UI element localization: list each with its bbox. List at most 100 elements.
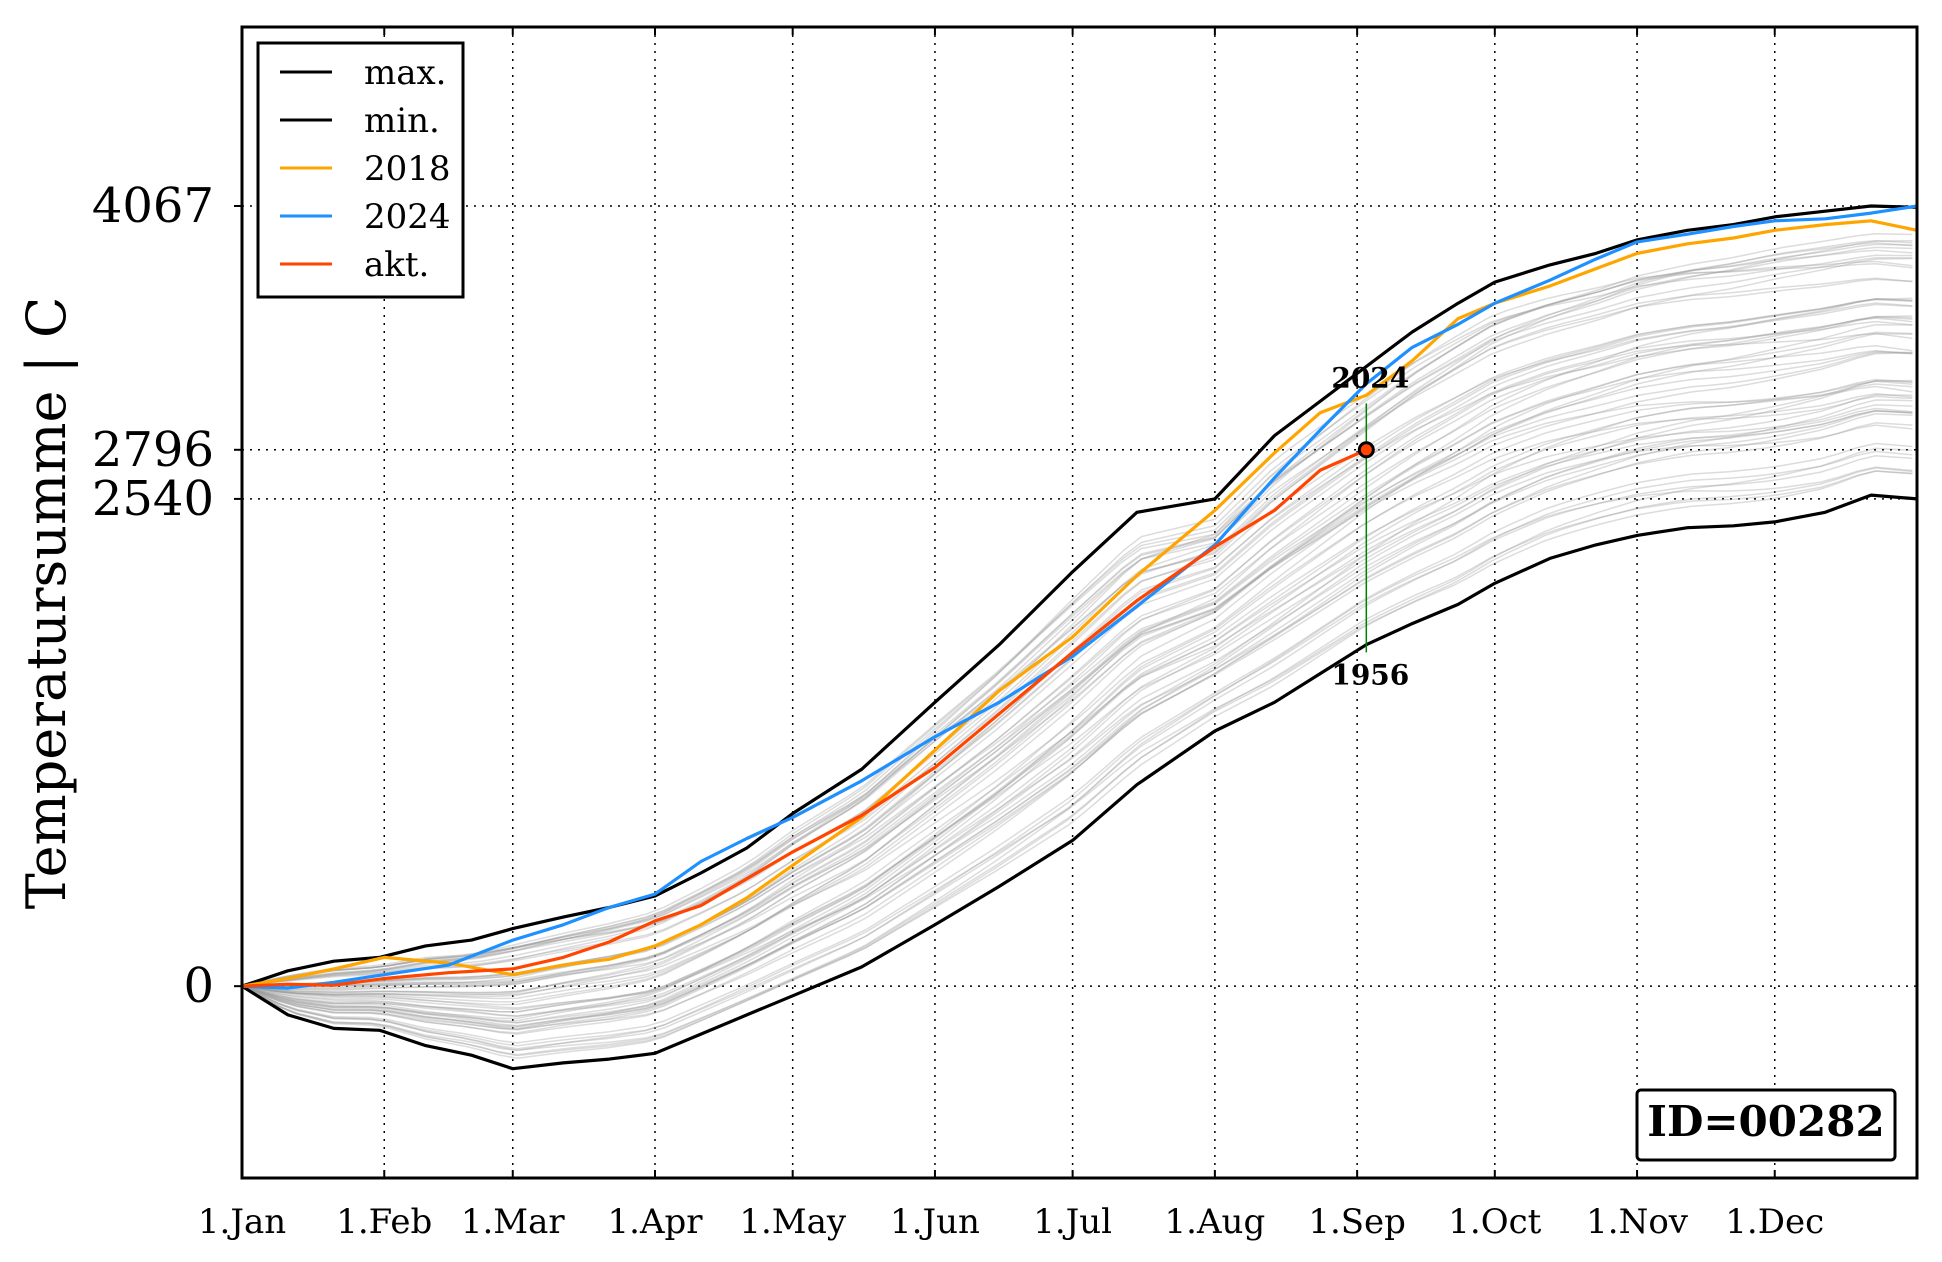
legend-label: 2024 [364,197,451,237]
historical-year-line [241,380,1913,1011]
series-line-2018 [241,219,1918,988]
historical-year-line [241,332,1913,988]
historical-year-line [241,413,1913,1034]
series-line-2024 [241,204,1918,990]
y-tick-label: 4067 [92,178,214,234]
y-tick-label: 2540 [92,471,214,527]
x-tick-labels: 1.Jan 1.Feb 1.Mar 1.Apr 1.May 1.Jun 1.Jul 1.Aug… [198,27,1824,1242]
historical-year-line [241,333,1913,998]
legend: max. min. 2018 2024 akt. [256,41,465,299]
historical-year-line [241,392,1913,1017]
historical-year-line [241,240,1913,987]
x-tick-label: 1.Mar [461,1202,566,1242]
legend-label: max. [364,53,447,93]
historical-year-line [241,466,1913,1052]
historical-year-line [241,315,1913,991]
annotation-label: 2024 [1331,361,1409,394]
x-tick-label: 1.Oct [1448,1202,1541,1242]
series-line-akt [241,448,1367,988]
historical-year-line [241,298,1913,987]
series-lines [241,204,1918,1071]
historical-year-line [241,410,1913,1031]
historical-year-line [241,470,1913,1059]
x-tick-label: 1.Jun [890,1202,980,1242]
historical-year-line [241,317,1913,992]
historical-year-line [241,404,1913,1024]
series-line-max [241,204,1918,988]
historical-year-line [241,442,1913,1044]
historical-year-line [241,467,1913,1056]
x-tick-label: 1.Aug [1165,1202,1266,1242]
historical-year-line [241,352,1913,1006]
historical-year-line [241,351,1913,1003]
historical-year-line [241,395,1913,1017]
historical-year-line [241,331,1913,994]
historical-year-line [241,394,1913,1024]
legend-label: akt. [364,245,429,285]
historical-year-line [241,302,1913,990]
historical-year-line [241,455,1913,1050]
x-tick-label: 1.Sep [1308,1202,1406,1242]
historical-year-line [241,263,1913,987]
current-value-marker [1357,441,1375,459]
y-axis-label: Temperatursumme | C [15,297,78,910]
historical-year-line [241,422,1913,1035]
historical-year-line [241,424,1913,1030]
id-box-label: ID=00282 [1647,1097,1884,1146]
historical-year-line [241,349,1913,996]
historical-year-line [241,407,1913,1028]
legend-entries: max. min. 2018 2024 akt. [280,53,451,285]
x-tick-label: 1.Jul [1033,1202,1112,1242]
annotations: 2024 1956 [1331,361,1409,691]
grid-lines [241,27,1917,1178]
historical-year-line [241,233,1913,987]
legend-box [256,41,465,299]
x-tick-label: 1.Jan [198,1202,286,1242]
historical-year-line [241,447,1913,1052]
historical-year-line [241,385,1913,1013]
historical-year-line [241,315,1913,987]
historical-year-line [241,257,1913,987]
historical-year-line [241,350,1913,1000]
historical-year-line [241,344,1913,995]
x-tick-label: 1.Dec [1725,1202,1824,1242]
historical-year-line [241,254,1913,987]
historical-year-line [241,383,1913,1009]
historical-year-line [241,378,1913,1013]
historical-year-line [241,470,1913,1057]
historical-year-line [241,246,1913,987]
historical-year-line [241,260,1913,987]
legend-label: min. [364,101,440,141]
historical-year-line [241,298,1913,987]
historical-year-line [241,409,1913,1029]
annotation-label: 1956 [1331,658,1409,691]
y-tick-label: 2796 [92,422,214,478]
id-box: ID=00282 [1635,1088,1897,1162]
historical-year-line [241,379,1913,1022]
historical-year-line [241,320,1913,988]
historical-year-line [241,249,1913,987]
legend-label: 2018 [364,149,451,189]
historical-year-line [241,380,1913,1020]
historical-year-line [241,256,1913,987]
historical-year-line [241,298,1913,987]
x-tick-label: 1.May [739,1202,847,1242]
historical-year-line [241,239,1913,987]
plot-frame [240,25,1919,1180]
x-tick-label: 1.Feb [336,1202,432,1242]
historical-year-line [241,316,1913,989]
historical-year-line [241,450,1913,1047]
id-box-frame [1635,1088,1897,1162]
historical-year-line [241,324,1913,996]
historical-year-line [241,399,1913,1030]
historical-year-line [241,277,1913,987]
series-line-min [241,493,1918,1071]
x-tick-label: 1.Nov [1586,1202,1689,1242]
historical-year-line [241,409,1913,1027]
historical-year-line [241,297,1913,987]
y-tick-label: 0 [183,958,214,1014]
x-tick-label: 1.Apr [608,1202,704,1242]
historical-year-line [241,243,1913,987]
